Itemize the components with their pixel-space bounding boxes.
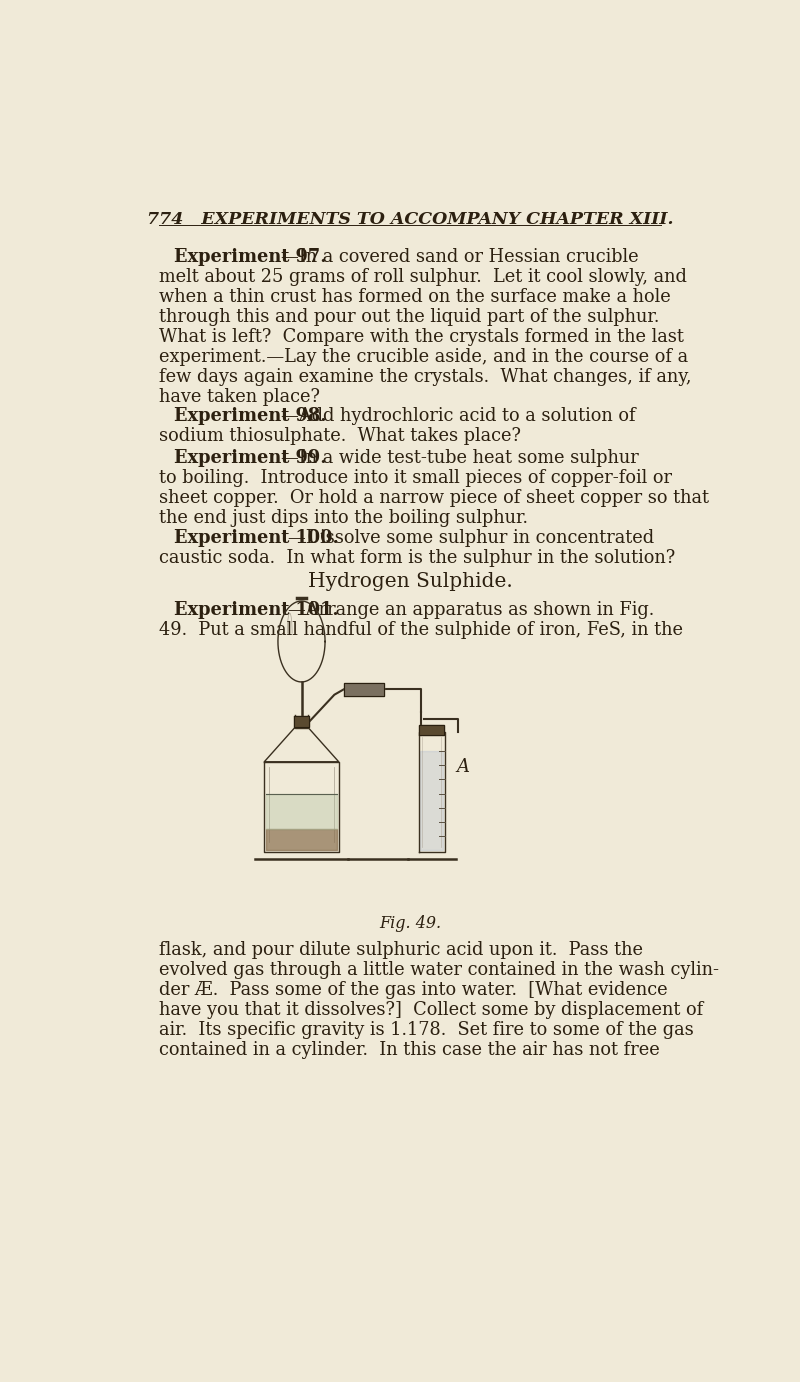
Text: Experiment 98.: Experiment 98. xyxy=(174,408,326,426)
Text: few days again examine the crystals.  What changes, if any,: few days again examine the crystals. Wha… xyxy=(159,368,691,386)
Text: 774   EXPERIMENTS TO ACCOMPANY CHAPTER XIII.: 774 EXPERIMENTS TO ACCOMPANY CHAPTER XII… xyxy=(146,210,674,228)
Text: Experiment 99.: Experiment 99. xyxy=(174,449,326,467)
Polygon shape xyxy=(344,683,384,695)
Polygon shape xyxy=(294,716,309,727)
Text: —In a wide test-tube heat some sulphur: —In a wide test-tube heat some sulphur xyxy=(281,449,638,467)
Text: 49.  Put a small handful of the sulphide of iron, FeS, in the: 49. Put a small handful of the sulphide … xyxy=(159,621,683,638)
Polygon shape xyxy=(264,761,338,853)
Text: What is left?  Compare with the crystals formed in the last: What is left? Compare with the crystals … xyxy=(159,328,684,346)
Text: melt about 25 grams of roll sulphur.  Let it cool slowly, and: melt about 25 grams of roll sulphur. Let… xyxy=(159,268,686,286)
Polygon shape xyxy=(418,732,445,853)
Text: Hydrogen Sulphide.: Hydrogen Sulphide. xyxy=(308,572,512,591)
Text: Experiment 97.: Experiment 97. xyxy=(174,247,326,265)
Text: —Add hydrochloric acid to a solution of: —Add hydrochloric acid to a solution of xyxy=(281,408,635,426)
Text: —Arrange an apparatus as shown in Fig.: —Arrange an apparatus as shown in Fig. xyxy=(288,601,654,619)
Text: when a thin crust has formed on the surface make a hole: when a thin crust has formed on the surf… xyxy=(159,287,670,305)
Text: caustic soda.  In what form is the sulphur in the solution?: caustic soda. In what form is the sulphu… xyxy=(159,549,675,567)
Polygon shape xyxy=(264,728,338,761)
Text: sodium thiosulphate.  What takes place?: sodium thiosulphate. What takes place? xyxy=(159,427,521,445)
Text: sheet copper.  Or hold a narrow piece of sheet copper so that: sheet copper. Or hold a narrow piece of … xyxy=(159,489,709,507)
Text: Experiment 100.: Experiment 100. xyxy=(174,529,339,547)
Text: contained in a cylinder.  In this case the air has not free: contained in a cylinder. In this case th… xyxy=(159,1041,660,1059)
Text: through this and pour out the liquid part of the sulphur.: through this and pour out the liquid par… xyxy=(159,308,659,326)
Text: Fig. 49.: Fig. 49. xyxy=(379,915,441,931)
Text: have you that it dissolves?]  Collect some by displacement of: have you that it dissolves?] Collect som… xyxy=(159,1001,703,1019)
Text: der Æ.  Pass some of the gas into water.  [What evidence: der Æ. Pass some of the gas into water. … xyxy=(159,981,667,999)
Text: Experiment 101.: Experiment 101. xyxy=(174,601,338,619)
Text: air.  Its specific gravity is 1.178.  Set fire to some of the gas: air. Its specific gravity is 1.178. Set … xyxy=(159,1020,694,1038)
Text: to boiling.  Introduce into it small pieces of copper-foil or: to boiling. Introduce into it small piec… xyxy=(159,468,672,486)
Text: have taken place?: have taken place? xyxy=(159,388,320,406)
Text: evolved gas through a little water contained in the wash cylin-: evolved gas through a little water conta… xyxy=(159,960,719,978)
Text: —Dissolve some sulphur in concentrated: —Dissolve some sulphur in concentrated xyxy=(288,529,654,547)
Text: experiment.—Lay the crucible aside, and in the course of a: experiment.—Lay the crucible aside, and … xyxy=(159,348,688,366)
Text: A: A xyxy=(456,759,469,777)
Polygon shape xyxy=(419,724,444,735)
Text: flask, and pour dilute sulphuric acid upon it.  Pass the: flask, and pour dilute sulphuric acid up… xyxy=(159,941,643,959)
Text: —In a covered sand or Hessian crucible: —In a covered sand or Hessian crucible xyxy=(281,247,638,265)
Text: the end just dips into the boiling sulphur.: the end just dips into the boiling sulph… xyxy=(159,509,528,527)
